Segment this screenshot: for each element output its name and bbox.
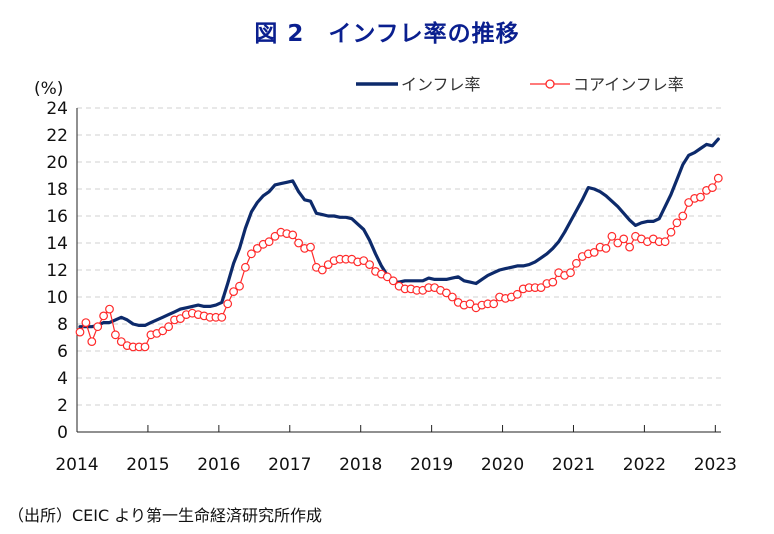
core-inflation-point (158, 326, 168, 336)
y-tick-label: 2 (57, 396, 68, 416)
core-inflation-point (306, 242, 315, 252)
core-inflation-point (365, 260, 375, 270)
y-tick-label: 0 (57, 423, 68, 443)
core-inflation-point (270, 231, 280, 241)
core-inflation-point (246, 249, 256, 259)
core-inflation-point (110, 330, 120, 340)
core-inflation-point (116, 337, 126, 347)
core-inflation-point (81, 318, 91, 328)
core-inflation-point (317, 265, 327, 275)
y-axis-unit-label: (%) (34, 79, 63, 99)
legend-label-core-inflation: コアインフレ率 (573, 75, 684, 94)
legend: インフレ率 コアインフレ率 (356, 75, 684, 94)
core-inflation-point (382, 272, 392, 282)
y-tick-label: 4 (57, 369, 68, 389)
core-inflation-point (323, 260, 333, 270)
x-tick-label: 2019 (410, 455, 453, 475)
series-core-inflation (75, 173, 723, 352)
y-tick-label: 8 (57, 315, 68, 335)
x-tick-label: 2017 (268, 455, 311, 475)
core-inflation-point (235, 281, 244, 291)
core-inflation-point (489, 299, 499, 309)
core-inflation-point (442, 288, 451, 298)
core-inflation-point (87, 337, 97, 347)
y-tick-label: 14 (46, 234, 68, 254)
core-inflation-point (99, 311, 108, 321)
core-inflation-point (465, 299, 475, 309)
core-inflation-point (613, 238, 623, 248)
core-inflation-point (93, 322, 103, 332)
series-group (75, 137, 723, 352)
y-tick-label: 12 (46, 261, 68, 281)
source-note: （出所）CEIC より第一生命経済研究所作成 (8, 506, 322, 525)
core-inflation-point (164, 322, 174, 332)
core-inflation-point (660, 237, 670, 247)
chart-title: 図 2 インフレ率の推移 (254, 21, 520, 47)
legend-label-inflation: インフレ率 (401, 75, 481, 94)
axes (76, 108, 721, 433)
y-tick-label: 22 (46, 126, 68, 146)
core-inflation-point (572, 258, 581, 268)
core-inflation-point (75, 327, 85, 337)
core-inflation-point (229, 287, 239, 297)
core-inflation-point (696, 192, 705, 202)
y-tick-label: 24 (46, 99, 68, 119)
core-inflation-point (607, 231, 617, 241)
core-inflation-point (619, 234, 629, 244)
core-inflation-point (140, 342, 150, 352)
core-inflation-point (566, 268, 575, 278)
core-inflation-point (294, 238, 304, 248)
core-inflation-point (666, 227, 676, 237)
core-inflation-point (684, 198, 694, 207)
core-inflation-point (252, 243, 262, 253)
core-inflation-point (175, 314, 185, 324)
legend-marker-core-inflation (545, 79, 555, 89)
core-inflation-point (589, 247, 599, 257)
core-inflation-point (223, 299, 233, 309)
series-inflation (78, 137, 720, 329)
y-tick-label: 16 (46, 207, 68, 227)
x-tick-label: 2014 (55, 455, 98, 475)
x-tick-label: 2023 (694, 455, 737, 475)
core-inflation-point (548, 277, 558, 287)
core-inflation-point (672, 218, 682, 228)
core-inflation-point (447, 292, 457, 302)
x-tick-label: 2020 (481, 455, 524, 475)
core-inflation-point (713, 173, 723, 183)
core-inflation-point (388, 276, 398, 286)
x-tick-label: 2022 (623, 455, 666, 475)
core-inflation-point (512, 289, 522, 299)
inflation-line (78, 137, 720, 329)
core-inflation-point (217, 312, 227, 322)
x-tick-label: 2018 (339, 455, 382, 475)
core-inflation-point (105, 304, 114, 314)
x-tick-label: 2021 (552, 455, 595, 475)
y-tick-label: 6 (57, 342, 68, 362)
y-tick-label: 20 (46, 153, 68, 173)
y-tick-label: 18 (46, 180, 68, 200)
y-tick-label: 10 (46, 288, 68, 308)
core-inflation-point (240, 262, 250, 272)
x-tick-label: 2016 (197, 455, 240, 475)
x-tick-labels: 2014 2015 2016 2017 2018 2019 2020 2021 2022 2023 (55, 455, 737, 475)
core-inflation-point (536, 283, 546, 293)
core-inflation-point (359, 256, 369, 266)
core-inflation-point (625, 242, 634, 252)
core-inflation-point (678, 211, 688, 221)
core-inflation-point (601, 243, 611, 253)
core-inflation-point (708, 183, 717, 193)
core-inflation-point (264, 237, 274, 247)
core-inflation-point (288, 230, 298, 240)
x-tick-label: 2015 (126, 455, 169, 475)
gridlines (77, 107, 721, 406)
